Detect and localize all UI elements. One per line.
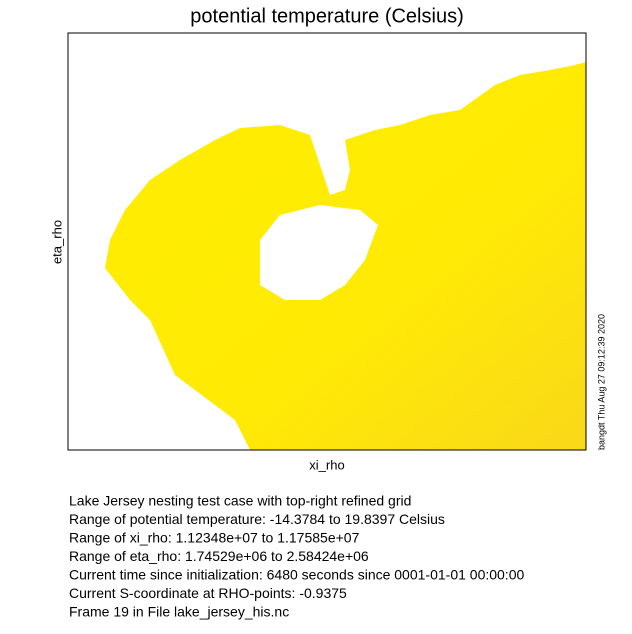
- timestamp: bangdt Thu Aug 27 09:12:39 2020: [596, 314, 606, 450]
- caption-line: Range of xi_rho: 1.12348e+07 to 1.17585e…: [69, 530, 360, 546]
- field-area: [105, 62, 586, 450]
- caption-line: Range of potential temperature: -14.3784…: [69, 511, 445, 527]
- y-axis-label: eta_rho: [49, 220, 64, 264]
- caption-line: Current S-coordinate at RHO-points: -0.9…: [69, 585, 347, 601]
- plot-frame: [67, 32, 587, 451]
- caption-line: Current time since initialization: 6480 …: [69, 567, 524, 583]
- x-axis-label: xi_rho: [309, 457, 344, 472]
- plot: [67, 32, 587, 451]
- chart-title: potential temperature (Celsius): [190, 5, 463, 27]
- caption-line: Lake Jersey nesting test case with top-r…: [69, 493, 411, 509]
- caption-line: Range of eta_rho: 1.74529e+06 to 2.58424…: [69, 548, 369, 564]
- caption-line: Frame 19 in File lake_jersey_his.nc: [69, 604, 289, 620]
- caption: Lake Jersey nesting test case with top-r…: [69, 493, 524, 620]
